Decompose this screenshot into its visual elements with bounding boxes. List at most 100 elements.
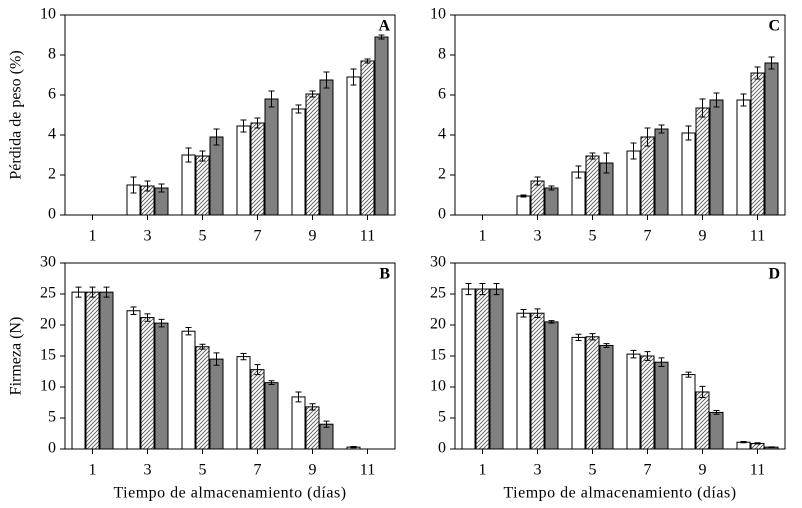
y-tick-label: 10 (430, 378, 446, 395)
y-tick-label: 2 (48, 166, 56, 183)
error-bar (323, 420, 330, 428)
error-bar (144, 313, 151, 322)
error-bar (713, 92, 720, 108)
bar (236, 356, 251, 450)
bar (626, 353, 641, 450)
bar (585, 336, 600, 450)
error-bar (378, 34, 385, 40)
x-tick-label: 1 (479, 462, 487, 479)
error-bar (350, 68, 357, 86)
bar (209, 136, 224, 216)
error-bar (213, 352, 220, 366)
y-tick-label: 4 (438, 126, 446, 143)
error-bar (199, 150, 206, 162)
y-tick-label: 4 (48, 126, 56, 143)
bar (360, 60, 375, 216)
x-tick-label: 1 (479, 228, 487, 245)
error-bar (89, 286, 96, 298)
y-tick-label: 15 (430, 347, 446, 364)
panel-label: C (768, 18, 780, 35)
error-bar (75, 286, 82, 298)
x-tick-label: 9 (699, 228, 707, 245)
bar (305, 93, 320, 216)
x-tick-label: 7 (644, 228, 652, 245)
y-tick-label: 6 (438, 86, 446, 103)
panel-label: B (379, 266, 390, 283)
error-bar (295, 104, 302, 114)
y-tick-label: 8 (48, 46, 56, 63)
error-bar (240, 119, 247, 133)
error-bar (630, 349, 637, 359)
error-bar (658, 357, 665, 368)
bar (475, 288, 490, 450)
error-bar (548, 320, 555, 324)
bar (319, 79, 334, 216)
bar (681, 132, 696, 216)
error-bar (144, 180, 151, 192)
y-tick-label: 25 (40, 285, 56, 302)
x-tick-label: 9 (309, 462, 317, 479)
y-tick-label: 30 (40, 254, 56, 271)
error-bar (309, 90, 316, 98)
error-bar (309, 403, 316, 411)
plot-frame (454, 262, 786, 450)
x-tick-label: 5 (589, 228, 597, 245)
plot-frame (454, 14, 786, 216)
bar (695, 391, 710, 450)
bar (640, 136, 655, 216)
bar (181, 154, 196, 216)
error-bar (740, 93, 747, 107)
bar (195, 346, 210, 450)
bar (126, 310, 141, 450)
bar (709, 411, 724, 450)
bar (640, 355, 655, 450)
y-tick-label: 25 (430, 285, 446, 302)
x-tick-label: 11 (360, 228, 375, 245)
bar (209, 358, 224, 450)
x-tick-label: 5 (199, 462, 207, 479)
bar (236, 125, 251, 216)
error-bar (768, 446, 775, 448)
error-bar (603, 152, 610, 174)
x-tick-label: 7 (254, 462, 262, 479)
bar (530, 312, 545, 450)
error-bar (520, 309, 527, 318)
error-bar (254, 117, 261, 129)
x-tick-label: 5 (199, 228, 207, 245)
bar (250, 122, 265, 216)
error-bar (630, 142, 637, 160)
x-tick-label: 1 (89, 228, 97, 245)
error-bar (644, 127, 651, 147)
bar (264, 98, 279, 216)
plot-frame (64, 262, 396, 450)
y-tick-label: 5 (438, 409, 446, 426)
error-bar (465, 282, 472, 296)
error-bar (130, 176, 137, 194)
bar (250, 369, 265, 450)
bar (750, 72, 765, 216)
bar (99, 291, 114, 450)
error-bar (268, 380, 275, 386)
bar (374, 36, 389, 216)
y-axis-label: Firmeza (N) (8, 317, 25, 396)
error-bar (603, 343, 610, 348)
x-axis-label: Tiempo de almacenamiento (días) (113, 485, 346, 502)
error-bar (130, 306, 137, 315)
error-bar (240, 353, 247, 361)
x-tick-label: 5 (589, 462, 597, 479)
bar (599, 344, 614, 450)
y-tick-label: 15 (40, 347, 56, 364)
bar (544, 187, 559, 216)
y-tick-label: 0 (48, 440, 56, 457)
x-axis-label: Tiempo de almacenamiento (días) (503, 485, 736, 502)
y-tick-label: 8 (438, 46, 446, 63)
error-bar (575, 165, 582, 179)
error-bar (740, 441, 747, 444)
bar (85, 291, 100, 450)
x-tick-label: 7 (254, 228, 262, 245)
error-bar (713, 410, 720, 415)
error-bar (520, 194, 527, 198)
bar (764, 62, 779, 216)
bar (346, 76, 361, 216)
